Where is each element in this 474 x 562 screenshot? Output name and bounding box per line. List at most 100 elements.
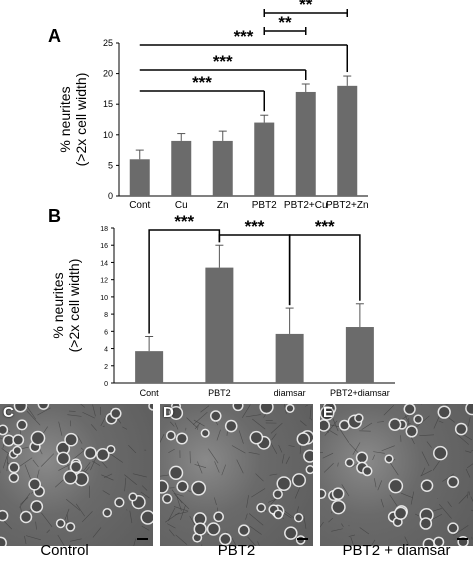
category-label: PBT2+Cu <box>284 200 328 211</box>
neurite <box>426 441 432 448</box>
neurite <box>255 473 264 482</box>
neurite <box>352 442 361 455</box>
cell-body <box>414 415 422 423</box>
neurite <box>126 509 128 511</box>
cell-body <box>149 404 153 410</box>
bar <box>275 333 304 383</box>
neurite <box>288 445 295 447</box>
cell-body <box>357 453 367 463</box>
neurite <box>82 412 95 419</box>
y-tick-label: 6 <box>104 329 108 336</box>
cell-body <box>214 512 223 521</box>
cell-body <box>192 482 205 495</box>
y-tick-label: 0 <box>104 381 108 388</box>
cell-body <box>286 405 294 412</box>
significance-label: *** <box>192 73 212 92</box>
neurite <box>269 473 278 476</box>
micrograph-control: C <box>0 404 153 546</box>
neurite <box>389 494 399 508</box>
neurite <box>373 451 385 454</box>
cell-body <box>208 523 219 535</box>
neurite <box>102 490 110 496</box>
bar <box>212 140 233 196</box>
neurite <box>186 417 198 428</box>
cell-body <box>115 498 123 507</box>
scale-bar <box>137 538 148 540</box>
neurite <box>168 529 175 537</box>
neurite <box>75 503 86 517</box>
y-tick-label: 0 <box>108 191 113 201</box>
neurite <box>128 445 137 454</box>
category-label: PBT2+diamsar <box>330 388 390 398</box>
cell-body <box>57 520 64 527</box>
neurite <box>81 511 93 523</box>
neurite <box>174 422 179 430</box>
significance-label: ** <box>299 0 313 14</box>
neurite <box>77 435 83 444</box>
neurite <box>453 525 469 536</box>
neurite <box>470 496 473 502</box>
neurite <box>65 498 81 511</box>
cell-body <box>421 518 431 529</box>
neurite <box>370 539 376 546</box>
cell-body <box>260 404 273 413</box>
neurite <box>25 404 37 420</box>
neurite <box>214 461 220 473</box>
neurite <box>32 459 39 468</box>
neurite <box>404 536 410 546</box>
cell-body <box>170 467 182 479</box>
neurite <box>320 451 324 453</box>
category-label: Cont <box>140 388 160 398</box>
significance-label: *** <box>245 217 265 236</box>
neurite <box>194 422 201 430</box>
cell-body <box>193 534 201 542</box>
cell-body <box>202 430 209 437</box>
neurite <box>467 491 469 499</box>
neurite <box>339 429 350 443</box>
cell-body <box>295 514 302 521</box>
neurite <box>35 521 37 530</box>
neurite <box>101 474 114 481</box>
bar <box>254 122 275 196</box>
cell-body <box>456 424 467 434</box>
neurite <box>132 473 147 478</box>
cell-texture <box>0 404 153 546</box>
neurite <box>299 445 302 454</box>
neurite <box>361 422 373 430</box>
cell-body <box>439 406 450 418</box>
cell-body <box>321 407 333 420</box>
neurite <box>381 445 395 452</box>
neurite <box>470 509 473 512</box>
neurite <box>24 535 27 545</box>
neurite <box>249 525 262 535</box>
neurite <box>323 463 334 473</box>
neurite <box>238 430 244 444</box>
neurite <box>110 453 123 463</box>
category-label: Zn <box>217 200 229 211</box>
neurite <box>221 464 227 476</box>
neurite <box>383 405 394 416</box>
cell-body <box>0 538 6 546</box>
cell-body <box>394 518 402 526</box>
neurite <box>133 538 136 546</box>
cell-body <box>142 511 153 524</box>
cell-body <box>170 407 182 419</box>
cell-body <box>4 435 14 445</box>
cell-body <box>434 538 443 546</box>
neurite <box>140 491 150 499</box>
cell-body <box>424 539 434 546</box>
cell-body <box>220 534 231 544</box>
cell-body <box>389 480 402 492</box>
cell-body <box>405 404 415 414</box>
cell-body <box>32 432 44 444</box>
cell-body <box>39 404 48 409</box>
cell-body <box>18 420 26 429</box>
neurite <box>245 513 248 520</box>
cell-body <box>211 411 221 421</box>
category-label: PBT2 <box>252 200 277 211</box>
cell-body <box>448 477 458 487</box>
cell-body <box>97 449 109 460</box>
y-axis-label: (>2x cell width) <box>73 73 89 167</box>
neurite <box>41 512 53 528</box>
cell-body <box>10 474 18 482</box>
